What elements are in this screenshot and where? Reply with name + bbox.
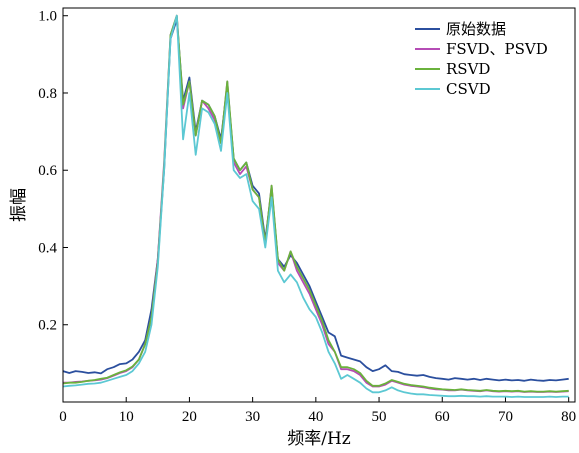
x-axis-label: 频率/Hz (287, 429, 351, 449)
series-line-3 (62, 14, 569, 398)
plot-frame (62, 7, 576, 403)
y-tick-label: 0.6 (38, 163, 57, 179)
y-tick-label: 0.8 (38, 86, 57, 102)
x-tick-label: 80 (561, 409, 576, 425)
x-axis-ticks: 0 10 20 30 40 50 60 70 80 (59, 397, 576, 425)
y-tick-label: 0.2 (38, 318, 57, 334)
x-tick-label: 40 (308, 409, 323, 425)
series-line-1 (63, 14, 569, 393)
legend: 原始数据 FSVD、PSVD RSVD CSVD (415, 20, 548, 98)
legend-label: FSVD、PSVD (446, 40, 548, 58)
series-line-0 (62, 18, 569, 382)
y-tick-label: 1.0 (38, 9, 57, 25)
x-tick-label: 10 (119, 409, 134, 425)
x-tick-label: 50 (372, 409, 387, 425)
series-lines (62, 14, 569, 398)
legend-label: RSVD (446, 60, 490, 78)
x-tick-label: 20 (182, 409, 197, 425)
y-axis-ticks: 0.2 0.4 0.6 0.8 1.0 (38, 9, 68, 334)
x-tick-label: 0 (59, 409, 67, 425)
x-tick-label: 60 (435, 409, 450, 425)
series-line-2 (62, 14, 569, 393)
x-tick-label: 30 (245, 409, 260, 425)
x-tick-label: 70 (498, 409, 513, 425)
legend-label: 原始数据 (446, 20, 506, 38)
legend-label: CSVD (446, 80, 491, 98)
y-tick-label: 0.4 (38, 240, 57, 256)
y-axis-label: 振幅 (9, 188, 29, 222)
